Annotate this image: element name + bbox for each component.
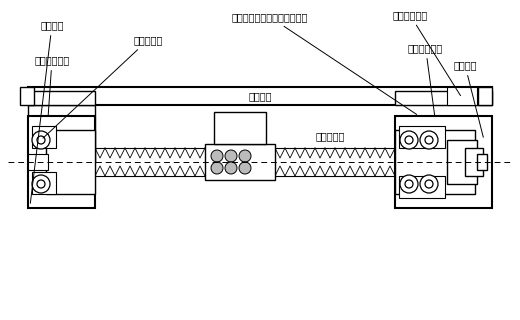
Bar — [28, 154, 48, 170]
Bar — [46, 130, 95, 194]
Text: ハウジング左: ハウジング左 — [34, 55, 70, 115]
Text: ベース板: ベース板 — [248, 91, 272, 101]
Text: ボールねじ: ボールねじ — [315, 131, 345, 141]
Bar — [395, 116, 492, 208]
Circle shape — [420, 175, 438, 193]
Bar — [395, 130, 475, 194]
Bar — [28, 87, 492, 105]
Circle shape — [420, 131, 438, 149]
Bar — [447, 87, 477, 105]
Text: 押さえ左: 押さえ左 — [30, 20, 64, 203]
Circle shape — [32, 131, 50, 149]
Circle shape — [425, 136, 433, 144]
Bar — [32, 172, 56, 194]
Bar — [477, 154, 487, 170]
Bar — [465, 148, 483, 176]
Bar — [478, 87, 492, 105]
Text: 押さえ右: 押さえ右 — [453, 60, 483, 137]
Circle shape — [400, 175, 418, 193]
Circle shape — [239, 162, 251, 174]
Text: 内輪固定ねじ: 内輪固定ねじ — [393, 10, 461, 96]
Text: ハウジング右: ハウジング右 — [408, 43, 443, 115]
Circle shape — [211, 150, 223, 162]
Bar — [20, 87, 34, 105]
Circle shape — [37, 136, 45, 144]
Circle shape — [239, 150, 251, 162]
Bar — [28, 105, 95, 162]
Circle shape — [405, 180, 413, 188]
Text: 深溝玉軸受: 深溝玉軸受 — [43, 35, 163, 138]
Text: 組み合わせアンギュラ玉軸受: 組み合わせアンギュラ玉軸受 — [232, 12, 417, 115]
Circle shape — [225, 162, 237, 174]
Bar — [205, 144, 275, 180]
Circle shape — [425, 180, 433, 188]
Bar — [399, 126, 445, 148]
Bar — [28, 91, 95, 105]
Bar — [28, 116, 95, 208]
Circle shape — [405, 136, 413, 144]
Circle shape — [37, 180, 45, 188]
Bar — [399, 176, 445, 198]
Bar — [395, 91, 492, 105]
Circle shape — [32, 175, 50, 193]
Bar — [32, 126, 56, 148]
Circle shape — [400, 131, 418, 149]
Bar — [214, 112, 266, 144]
Bar — [447, 140, 477, 184]
Circle shape — [211, 162, 223, 174]
Circle shape — [225, 150, 237, 162]
